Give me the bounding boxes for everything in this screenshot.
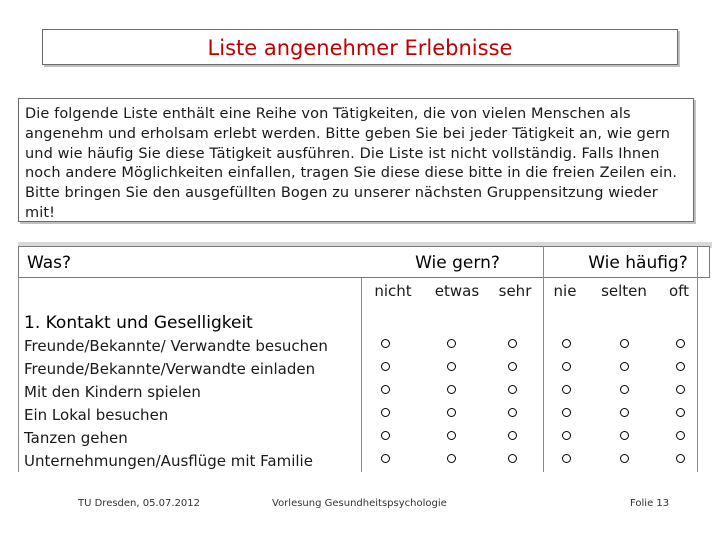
page-title: Liste angenehmer Erlebnisse bbox=[207, 36, 513, 60]
column-header-was: Was? bbox=[27, 253, 72, 273]
table-left-border bbox=[18, 278, 19, 472]
rating-radio-button[interactable] bbox=[508, 431, 517, 440]
rating-radio-button[interactable] bbox=[508, 385, 517, 394]
footer-course: Vorlesung Gesundheitspsychologie bbox=[272, 498, 447, 509]
table-header-shadow bbox=[18, 242, 712, 248]
rating-radio-button[interactable] bbox=[381, 454, 390, 463]
column-header-wie-gern: Wie gern? bbox=[415, 253, 500, 273]
column-header-wie-haeufig: Wie häufig? bbox=[588, 253, 688, 273]
activity-item: Freunde/Bekannte/Verwandte einladen bbox=[24, 360, 316, 378]
rating-radio-button[interactable] bbox=[562, 431, 571, 440]
rating-radio-button[interactable] bbox=[381, 362, 390, 371]
rating-radio-button[interactable] bbox=[676, 431, 685, 440]
option-label-nicht: nicht bbox=[374, 282, 412, 300]
rating-radio-button[interactable] bbox=[620, 431, 629, 440]
rating-radio-button[interactable] bbox=[381, 408, 390, 417]
section-title: 1. Kontakt und Geselligkeit bbox=[24, 313, 253, 333]
rating-radio-button[interactable] bbox=[508, 454, 517, 463]
activity-item: Unternehmungen/Ausflüge mit Familie bbox=[24, 452, 313, 470]
column-divider bbox=[361, 278, 362, 472]
rating-radio-button[interactable] bbox=[620, 454, 629, 463]
intro-box: Die folgende Liste enthält eine Reihe vo… bbox=[18, 98, 694, 222]
option-label-nie: nie bbox=[553, 282, 577, 300]
rating-radio-button[interactable] bbox=[562, 385, 571, 394]
rating-radio-button[interactable] bbox=[676, 454, 685, 463]
rating-radio-button[interactable] bbox=[381, 431, 390, 440]
rating-radio-button[interactable] bbox=[447, 362, 456, 371]
rating-radio-button[interactable] bbox=[447, 408, 456, 417]
rating-radio-button[interactable] bbox=[676, 408, 685, 417]
title-box: Liste angenehmer Erlebnisse bbox=[42, 29, 678, 65]
column-divider bbox=[543, 246, 544, 472]
rating-radio-button[interactable] bbox=[562, 408, 571, 417]
footer-date: TU Dresden, 05.07.2012 bbox=[78, 498, 201, 509]
rating-radio-button[interactable] bbox=[508, 408, 517, 417]
option-label-selten: selten bbox=[601, 282, 647, 300]
intro-text: Die folgende Liste enthält eine Reihe vo… bbox=[25, 106, 678, 221]
activity-item: Tanzen gehen bbox=[24, 429, 128, 447]
rating-radio-button[interactable] bbox=[447, 339, 456, 348]
rating-radio-button[interactable] bbox=[381, 385, 390, 394]
table-right-border bbox=[697, 246, 698, 472]
rating-radio-button[interactable] bbox=[676, 339, 685, 348]
footer-slide-number: Folie 13 bbox=[630, 498, 670, 509]
rating-radio-button[interactable] bbox=[508, 362, 517, 371]
rating-radio-button[interactable] bbox=[562, 362, 571, 371]
rating-radio-button[interactable] bbox=[676, 362, 685, 371]
rating-radio-button[interactable] bbox=[620, 408, 629, 417]
rating-radio-button[interactable] bbox=[447, 385, 456, 394]
rating-radio-button[interactable] bbox=[562, 339, 571, 348]
rating-radio-button[interactable] bbox=[620, 339, 629, 348]
activity-item: Ein Lokal besuchen bbox=[24, 406, 169, 424]
rating-radio-button[interactable] bbox=[620, 362, 629, 371]
rating-radio-button[interactable] bbox=[508, 339, 517, 348]
option-label-oft: oft bbox=[668, 282, 690, 300]
option-label-sehr: sehr bbox=[498, 282, 532, 300]
activity-item: Freunde/Bekannte/ Verwandte besuchen bbox=[24, 337, 328, 355]
rating-radio-button[interactable] bbox=[562, 454, 571, 463]
rating-radio-button[interactable] bbox=[620, 385, 629, 394]
option-label-etwas: etwas bbox=[434, 282, 480, 300]
table-header: Was? Wie gern? Wie häufig? bbox=[18, 246, 710, 278]
rating-radio-button[interactable] bbox=[676, 385, 685, 394]
rating-radio-button[interactable] bbox=[447, 454, 456, 463]
activity-item: Mit den Kindern spielen bbox=[24, 383, 201, 401]
rating-radio-button[interactable] bbox=[381, 339, 390, 348]
rating-radio-button[interactable] bbox=[447, 431, 456, 440]
